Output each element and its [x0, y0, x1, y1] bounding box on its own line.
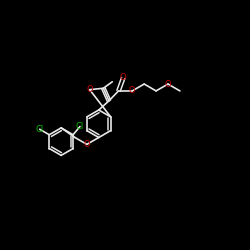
- Text: O: O: [129, 86, 136, 96]
- Text: O: O: [165, 80, 171, 88]
- Text: O: O: [86, 85, 93, 94]
- Text: O: O: [120, 74, 126, 82]
- Text: O: O: [84, 140, 90, 149]
- Text: Cl: Cl: [36, 125, 44, 134]
- Text: Cl: Cl: [76, 122, 84, 131]
